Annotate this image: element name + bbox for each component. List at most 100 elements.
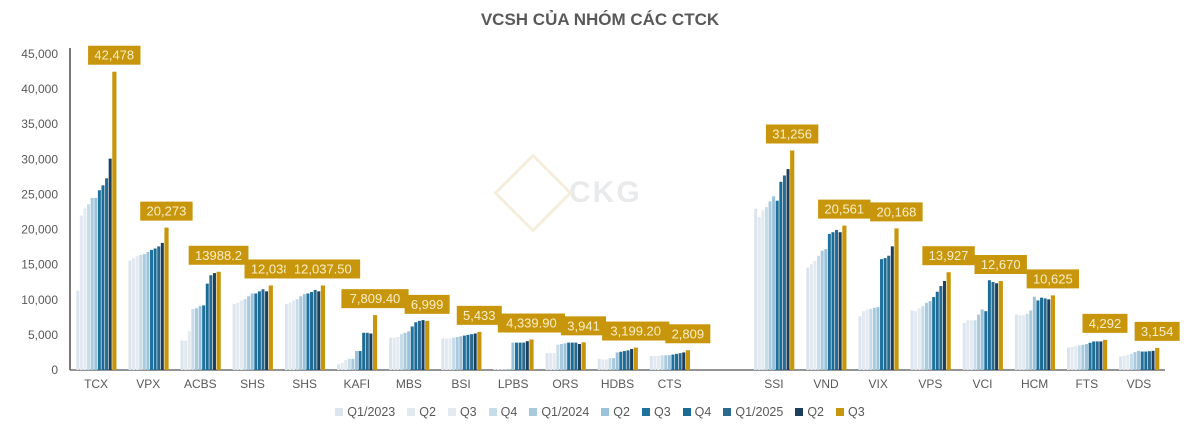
bar-vds-5 [1137, 350, 1141, 370]
bar-ssi-5 [772, 196, 776, 370]
x-tick-label: VND [813, 377, 839, 391]
bar-vps-0 [910, 310, 914, 370]
x-tick-label: FTS [1075, 377, 1098, 391]
data-label-box [665, 324, 711, 344]
bar-cts-2 [657, 355, 661, 370]
x-tick-label: BSI [451, 377, 470, 391]
bar-vpx-4 [142, 254, 146, 370]
data-label: 12,037.50 [294, 261, 352, 276]
bar-shs-7 [257, 291, 261, 370]
legend-item: Q3 [836, 405, 865, 419]
bar-lpbs-0 [493, 369, 497, 370]
legend-swatch [335, 408, 344, 416]
legend-swatch [641, 408, 650, 416]
bar-ssi-8 [782, 175, 786, 370]
x-tick-label: KAFI [343, 377, 370, 391]
bar-vix-4 [872, 307, 876, 370]
bar-vds-7 [1144, 351, 1148, 370]
bar-bsi-0 [441, 338, 445, 370]
bar-vpx-5 [146, 252, 150, 370]
bar-vps-4 [924, 302, 928, 370]
bar-fts-7 [1092, 341, 1096, 370]
bar-ssi-9 [786, 169, 790, 370]
bar-acbs-7 [205, 283, 209, 370]
legend-label: Q2 [807, 405, 825, 419]
bar-vps-10 [946, 272, 951, 370]
data-label: 20,273 [147, 204, 187, 219]
bar-mbs-8 [417, 320, 421, 370]
data-label-box [922, 246, 975, 266]
bar-vpx-3 [139, 254, 143, 370]
bar-mbs-10 [425, 320, 430, 370]
legend-swatch [447, 408, 456, 416]
bar-acbs-6 [202, 305, 206, 370]
bar-vds-6 [1140, 351, 1144, 370]
bar-mbs-5 [407, 331, 411, 370]
bar-cts-5 [667, 355, 671, 370]
bar-mbs-4 [403, 332, 407, 370]
data-label-box [285, 259, 361, 279]
bar-fts-8 [1095, 341, 1099, 370]
bar-cts-9 [682, 352, 686, 370]
bar-ors-9 [577, 344, 581, 370]
bar-vpx-7 [153, 248, 157, 370]
bar-ors-2 [552, 353, 556, 370]
data-label-box [1082, 313, 1128, 333]
x-tick-label: LPBS [498, 377, 529, 391]
data-label: 20,561 [824, 202, 864, 217]
data-label-box [244, 259, 297, 279]
bar-kafi-5 [354, 351, 358, 370]
bar-mbs-1 [392, 337, 396, 370]
x-tick-label: VPX [136, 377, 160, 391]
data-label-box [765, 124, 819, 144]
bar-vps-5 [928, 301, 932, 370]
x-tick-label: HCM [1021, 377, 1048, 391]
bar-vps-1 [914, 311, 918, 370]
bar-hdbs-7 [622, 351, 626, 370]
bar-vnd-7 [831, 232, 835, 370]
bar-lpbs-4 [507, 369, 511, 370]
bar-vix-1 [862, 311, 866, 370]
data-label: 4,339.90 [506, 316, 557, 331]
data-label-box [870, 202, 923, 222]
bar-acbs-8 [209, 275, 213, 370]
data-label-box [140, 201, 193, 221]
bar-kafi-0 [336, 364, 340, 370]
bar-bsi-10 [477, 331, 482, 370]
bar-vpx-1 [132, 258, 136, 370]
bar-vps-7 [935, 291, 939, 370]
bar-mbs-6 [410, 326, 414, 370]
bar-hdbs-4 [612, 358, 616, 370]
data-label: 20,168 [877, 204, 917, 219]
bar-vps-6 [932, 297, 936, 370]
legend-swatch [836, 408, 845, 416]
bar-shs-10 [268, 285, 273, 370]
bar-bsi-8 [470, 334, 474, 370]
bar-vnd-8 [835, 229, 839, 370]
bar-vps-8 [939, 286, 943, 370]
bar-vix-6 [880, 259, 884, 370]
bar-fts-1 [1070, 346, 1074, 370]
bar-hdbs-0 [597, 358, 601, 370]
bar-tcx-6 [97, 190, 101, 370]
bar-vix-10 [894, 228, 899, 370]
bar-vci-3 [973, 320, 977, 370]
bar-kafi-6 [358, 351, 362, 370]
legend-swatch [407, 408, 416, 416]
bar-hdbs-6 [619, 351, 623, 370]
bar-vpx-6 [150, 249, 154, 370]
bar-ssi-6 [775, 200, 779, 370]
bar-mbs-7 [414, 322, 418, 370]
bar-lpbs-5 [511, 342, 515, 370]
bar-bsi-5 [459, 336, 463, 370]
bar-hcm-7 [1040, 297, 1044, 370]
bar-tcx-7 [101, 185, 105, 370]
bar-hdbs-3 [608, 358, 612, 370]
bar-vci-2 [969, 320, 973, 370]
bar-shs-2 [239, 300, 243, 370]
y-tick-label: 5,000 [28, 328, 58, 342]
bar-bsi-1 [444, 338, 448, 370]
bar-shs-4 [299, 296, 303, 370]
bar-kafi-10 [372, 315, 378, 370]
bar-vix-5 [876, 307, 880, 370]
